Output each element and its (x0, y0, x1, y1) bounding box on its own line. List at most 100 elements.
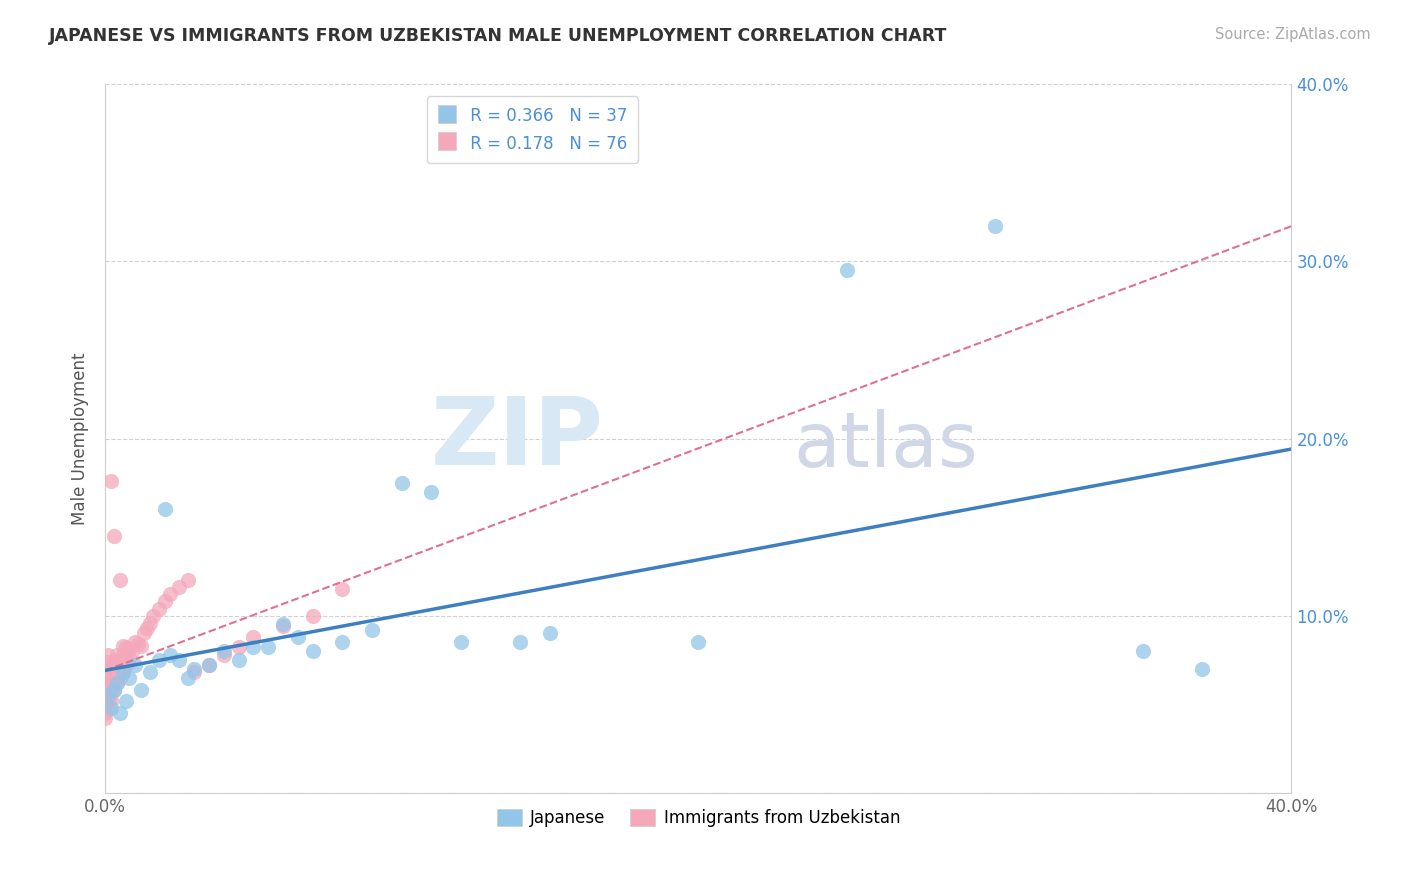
Point (169, 580, 191, 594)
Point (118, 642, 141, 657)
Point (94, 680, 117, 694)
Point (135, 621, 157, 635)
Point (97, 688, 120, 702)
Point (105, 676, 128, 690)
Point (97, 680, 120, 694)
Point (984, 219, 1007, 233)
Point (212, 644, 235, 658)
Point (94, 691, 117, 706)
Point (97, 697, 120, 711)
Point (688, 635, 710, 649)
Point (509, 635, 531, 649)
Point (124, 658, 146, 673)
Point (97, 691, 120, 706)
Point (1132, 644, 1154, 658)
Point (94, 671, 117, 685)
Point (242, 640, 264, 655)
Point (108, 671, 131, 685)
Point (100, 693, 122, 707)
Point (271, 617, 294, 632)
Point (177, 671, 200, 685)
Point (94, 711, 117, 725)
Point (108, 573, 131, 587)
Point (124, 635, 146, 649)
Point (97, 674, 120, 689)
Point (94, 674, 117, 689)
Point (301, 608, 323, 623)
Point (159, 587, 181, 601)
Point (142, 608, 165, 623)
Point (450, 635, 472, 649)
Legend: Japanese, Immigrants from Uzbekistan: Japanese, Immigrants from Uzbekistan (489, 803, 907, 834)
Point (97, 648, 120, 662)
Y-axis label: Male Unemployment: Male Unemployment (72, 352, 89, 524)
Point (332, 635, 354, 649)
Point (242, 630, 264, 644)
Point (108, 662, 131, 676)
Point (198, 658, 221, 673)
Point (121, 644, 143, 658)
Point (97, 669, 120, 683)
Text: ZIP: ZIP (430, 392, 603, 484)
Point (100, 474, 122, 488)
Point (111, 665, 134, 680)
Text: atlas: atlas (793, 409, 979, 483)
Point (100, 700, 122, 714)
Point (94, 700, 117, 714)
Point (100, 673, 122, 687)
Point (94, 702, 117, 716)
Point (100, 665, 122, 680)
Point (177, 573, 200, 587)
Point (159, 648, 181, 662)
Point (127, 637, 149, 651)
Point (115, 640, 138, 655)
Point (257, 640, 280, 655)
Point (301, 644, 323, 658)
Point (118, 671, 141, 685)
Point (129, 683, 152, 698)
Point (153, 594, 176, 608)
Point (100, 658, 122, 673)
Point (97, 655, 120, 669)
Point (94, 706, 117, 720)
Point (97, 686, 120, 700)
Point (420, 484, 443, 499)
Point (138, 615, 160, 630)
Point (361, 623, 384, 637)
Point (111, 657, 134, 671)
Point (132, 626, 155, 640)
Point (105, 662, 128, 676)
Point (103, 529, 125, 543)
Point (100, 680, 122, 694)
Point (183, 662, 205, 676)
Point (94, 676, 117, 690)
Point (103, 662, 125, 676)
Point (103, 669, 125, 683)
Point (108, 706, 131, 720)
Point (138, 665, 160, 680)
Point (103, 683, 125, 698)
Point (94, 693, 117, 707)
Point (94, 683, 117, 698)
Point (835, 263, 858, 277)
Point (287, 630, 309, 644)
Point (94, 697, 117, 711)
Point (105, 669, 128, 683)
Point (228, 640, 250, 655)
Point (115, 693, 138, 707)
Point (105, 655, 128, 669)
Point (94, 680, 117, 694)
Point (111, 639, 134, 653)
Point (97, 662, 120, 676)
Point (212, 648, 235, 662)
Point (103, 676, 125, 690)
Point (105, 648, 128, 662)
Point (103, 683, 125, 698)
Point (111, 648, 134, 662)
Point (1191, 662, 1213, 676)
Point (118, 651, 141, 665)
Point (228, 653, 250, 667)
Point (94, 688, 117, 702)
Point (105, 676, 128, 690)
Point (108, 653, 131, 667)
